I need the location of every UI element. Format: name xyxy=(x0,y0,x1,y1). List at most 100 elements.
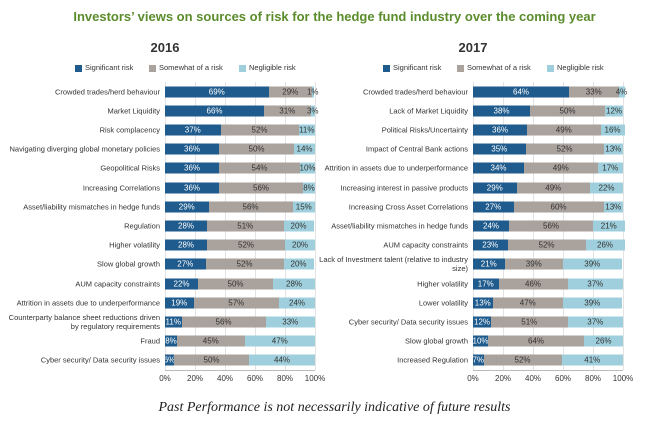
bar-segment xyxy=(165,297,194,309)
value-label: 28% xyxy=(177,221,195,231)
bar-segment xyxy=(530,105,605,117)
value-label: 44% xyxy=(273,355,291,365)
bar-segment xyxy=(268,86,312,98)
value-label: 24% xyxy=(288,298,306,308)
value-label: 39% xyxy=(584,259,601,269)
bar-segment xyxy=(220,124,299,136)
legend-swatch xyxy=(547,65,554,72)
value-label: 19% xyxy=(171,298,188,308)
bar-segment xyxy=(165,258,206,270)
value-label: 26% xyxy=(595,336,612,346)
category-label: Regulation xyxy=(124,221,160,231)
bar-segment xyxy=(525,143,604,155)
bar-segment xyxy=(488,335,584,347)
bar-segment xyxy=(473,201,514,213)
value-label: 26% xyxy=(596,240,614,250)
x-tick-label: 80% xyxy=(276,374,294,383)
x-axis xyxy=(473,370,623,371)
category-label: Market Liquidity xyxy=(107,106,160,116)
value-label: 37% xyxy=(587,317,604,327)
value-label: 50% xyxy=(248,144,265,154)
value-label: 46% xyxy=(524,279,542,289)
x-tick-label: 40% xyxy=(216,374,234,383)
bar-segment xyxy=(303,182,315,194)
bar-segment xyxy=(473,354,484,366)
bar-segment xyxy=(208,201,293,213)
value-label: 52% xyxy=(236,259,253,269)
value-label: 47% xyxy=(519,298,536,308)
bar-segment xyxy=(193,297,279,309)
bar-segment xyxy=(165,278,198,290)
bar-segment xyxy=(569,86,619,98)
x-tick-label: 40% xyxy=(524,374,542,383)
value-label: 20% xyxy=(290,221,307,231)
value-label: 8% xyxy=(303,183,315,193)
value-label: 54% xyxy=(251,163,268,173)
category-label: Lower volatility xyxy=(418,298,468,308)
value-label: 36% xyxy=(183,183,201,193)
bar-segment xyxy=(283,258,314,270)
value-label: 52% xyxy=(237,240,255,250)
legend-label: Significant risk xyxy=(85,63,134,72)
bar-segment xyxy=(473,124,527,136)
value-label: 33% xyxy=(282,317,299,327)
bar-segment xyxy=(298,124,315,136)
value-label: 1% xyxy=(306,87,319,97)
bar-segment xyxy=(561,354,623,366)
bar-segment xyxy=(593,220,625,232)
bar-segment xyxy=(165,162,219,174)
x-tick-label: 60% xyxy=(554,374,572,383)
bar-segment xyxy=(567,278,623,290)
x-axis xyxy=(165,370,315,371)
category-label: AUM capacity constraints xyxy=(75,279,160,289)
bar-segment xyxy=(567,316,623,328)
legend-swatch xyxy=(75,65,82,72)
category-label: Cyber security/ Data security issues xyxy=(40,355,160,365)
category-label: Attrition in assets due to underperforma… xyxy=(16,298,160,308)
category-label: Lack of Market Liquidity xyxy=(389,106,468,116)
bar-segment xyxy=(181,316,266,328)
value-label: 39% xyxy=(525,259,542,269)
bar-segment xyxy=(590,182,623,194)
category-label: Increasing Cross Asset Correlations xyxy=(348,202,468,212)
bar-segment xyxy=(473,278,499,290)
value-label: 22% xyxy=(173,279,190,289)
bar-segment xyxy=(265,316,315,328)
footnote: Past Performance is not necessarily indi… xyxy=(158,400,511,415)
bar-segment xyxy=(498,278,568,290)
value-label: 60% xyxy=(550,202,567,212)
category-label: Counterparty balance sheet reductions dr… xyxy=(8,313,160,331)
value-label: 7% xyxy=(472,355,485,365)
value-label: 36% xyxy=(491,125,509,135)
value-label: 50% xyxy=(559,106,576,116)
value-label: 69% xyxy=(208,87,225,97)
bar-segment xyxy=(513,201,604,213)
value-label: 11% xyxy=(299,125,315,135)
value-label: 35% xyxy=(491,144,508,154)
bar-segment xyxy=(294,143,315,155)
value-label: 27% xyxy=(485,202,502,212)
value-label: 37% xyxy=(184,125,201,135)
page-title: Investors’ views on sources of risk for … xyxy=(73,9,596,24)
category-label: Political Risks/Uncertainty xyxy=(381,125,468,135)
bar-segment xyxy=(279,297,315,309)
bar-segment xyxy=(605,105,623,117)
bar-segment xyxy=(165,220,207,232)
x-tick-label: 60% xyxy=(246,374,264,383)
value-label: 29% xyxy=(282,87,299,97)
legend-label: Somewhat of a risk xyxy=(159,63,223,72)
category-label: Slow global growth xyxy=(97,259,160,269)
bar-segment xyxy=(473,239,508,251)
value-label: 22% xyxy=(598,183,615,193)
bar-segment xyxy=(312,86,314,98)
bar-segment xyxy=(473,105,530,117)
value-label: 38% xyxy=(493,106,510,116)
value-label: 56% xyxy=(542,221,560,231)
bar-segment xyxy=(563,258,622,270)
value-label: 50% xyxy=(203,355,220,365)
legend-swatch xyxy=(239,65,246,72)
value-label: 12% xyxy=(473,317,491,327)
x-tick-label: 20% xyxy=(186,374,204,383)
category-label: Asset/liability mismatches in hedge fund… xyxy=(331,221,468,231)
